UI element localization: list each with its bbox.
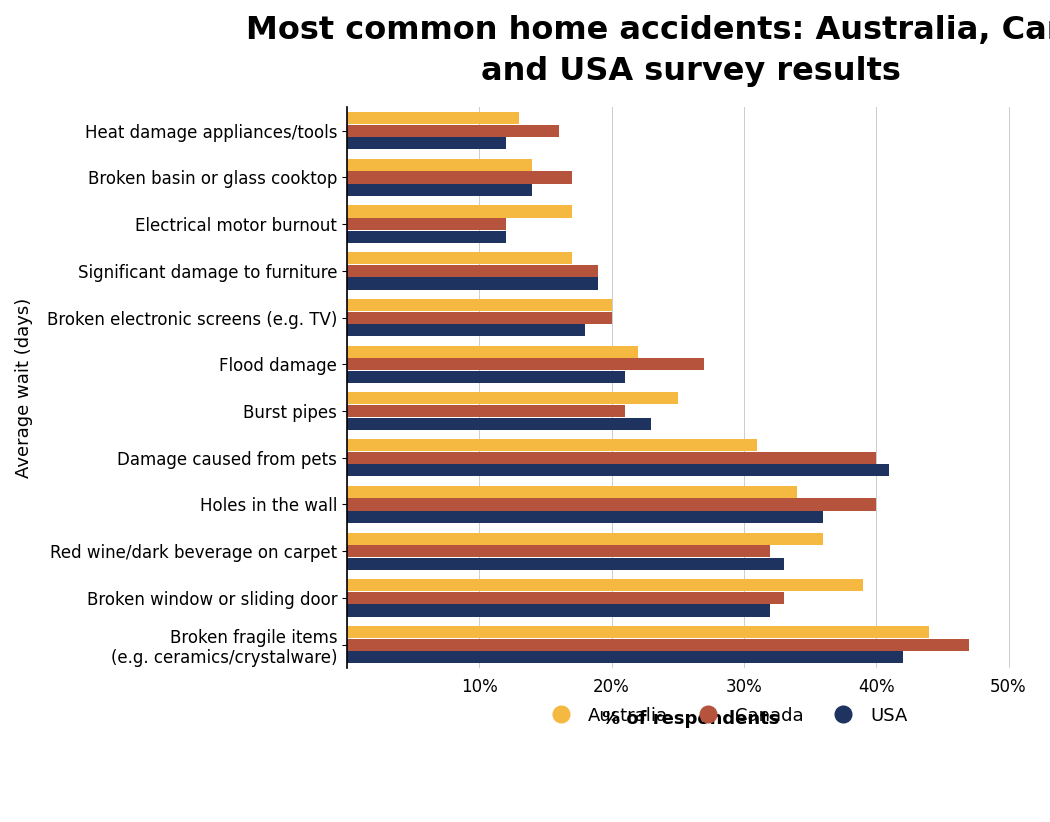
Bar: [346, 545, 771, 557]
Bar: [346, 405, 625, 417]
Bar: [346, 125, 559, 136]
Bar: [346, 159, 532, 171]
Bar: [346, 498, 877, 510]
Bar: [346, 184, 532, 196]
Bar: [346, 137, 506, 150]
X-axis label: % of respondents: % of respondents: [603, 709, 780, 727]
Bar: [346, 392, 677, 404]
Bar: [346, 533, 823, 545]
Bar: [346, 464, 889, 477]
Bar: [346, 371, 625, 383]
Bar: [346, 231, 506, 242]
Bar: [346, 558, 783, 570]
Bar: [346, 604, 771, 616]
Bar: [346, 345, 638, 358]
Bar: [346, 651, 903, 663]
Bar: [346, 206, 572, 218]
Bar: [346, 358, 705, 371]
Bar: [346, 418, 651, 430]
Y-axis label: Average wait (days): Average wait (days): [15, 298, 33, 478]
Bar: [346, 511, 823, 523]
Bar: [346, 265, 598, 277]
Bar: [346, 112, 519, 124]
Bar: [346, 299, 611, 311]
Bar: [346, 324, 585, 336]
Legend: Australia, Canada, USA: Australia, Canada, USA: [536, 700, 915, 732]
Bar: [346, 451, 877, 464]
Bar: [346, 218, 506, 230]
Bar: [346, 252, 572, 265]
Bar: [346, 312, 611, 324]
Bar: [346, 486, 797, 498]
Bar: [346, 592, 783, 604]
Title: Most common home accidents: Australia, Canada
and USA survey results: Most common home accidents: Australia, C…: [246, 15, 1050, 86]
Bar: [346, 626, 929, 638]
Bar: [346, 639, 969, 651]
Bar: [346, 171, 572, 183]
Bar: [346, 278, 598, 289]
Bar: [346, 439, 757, 451]
Bar: [346, 580, 863, 591]
